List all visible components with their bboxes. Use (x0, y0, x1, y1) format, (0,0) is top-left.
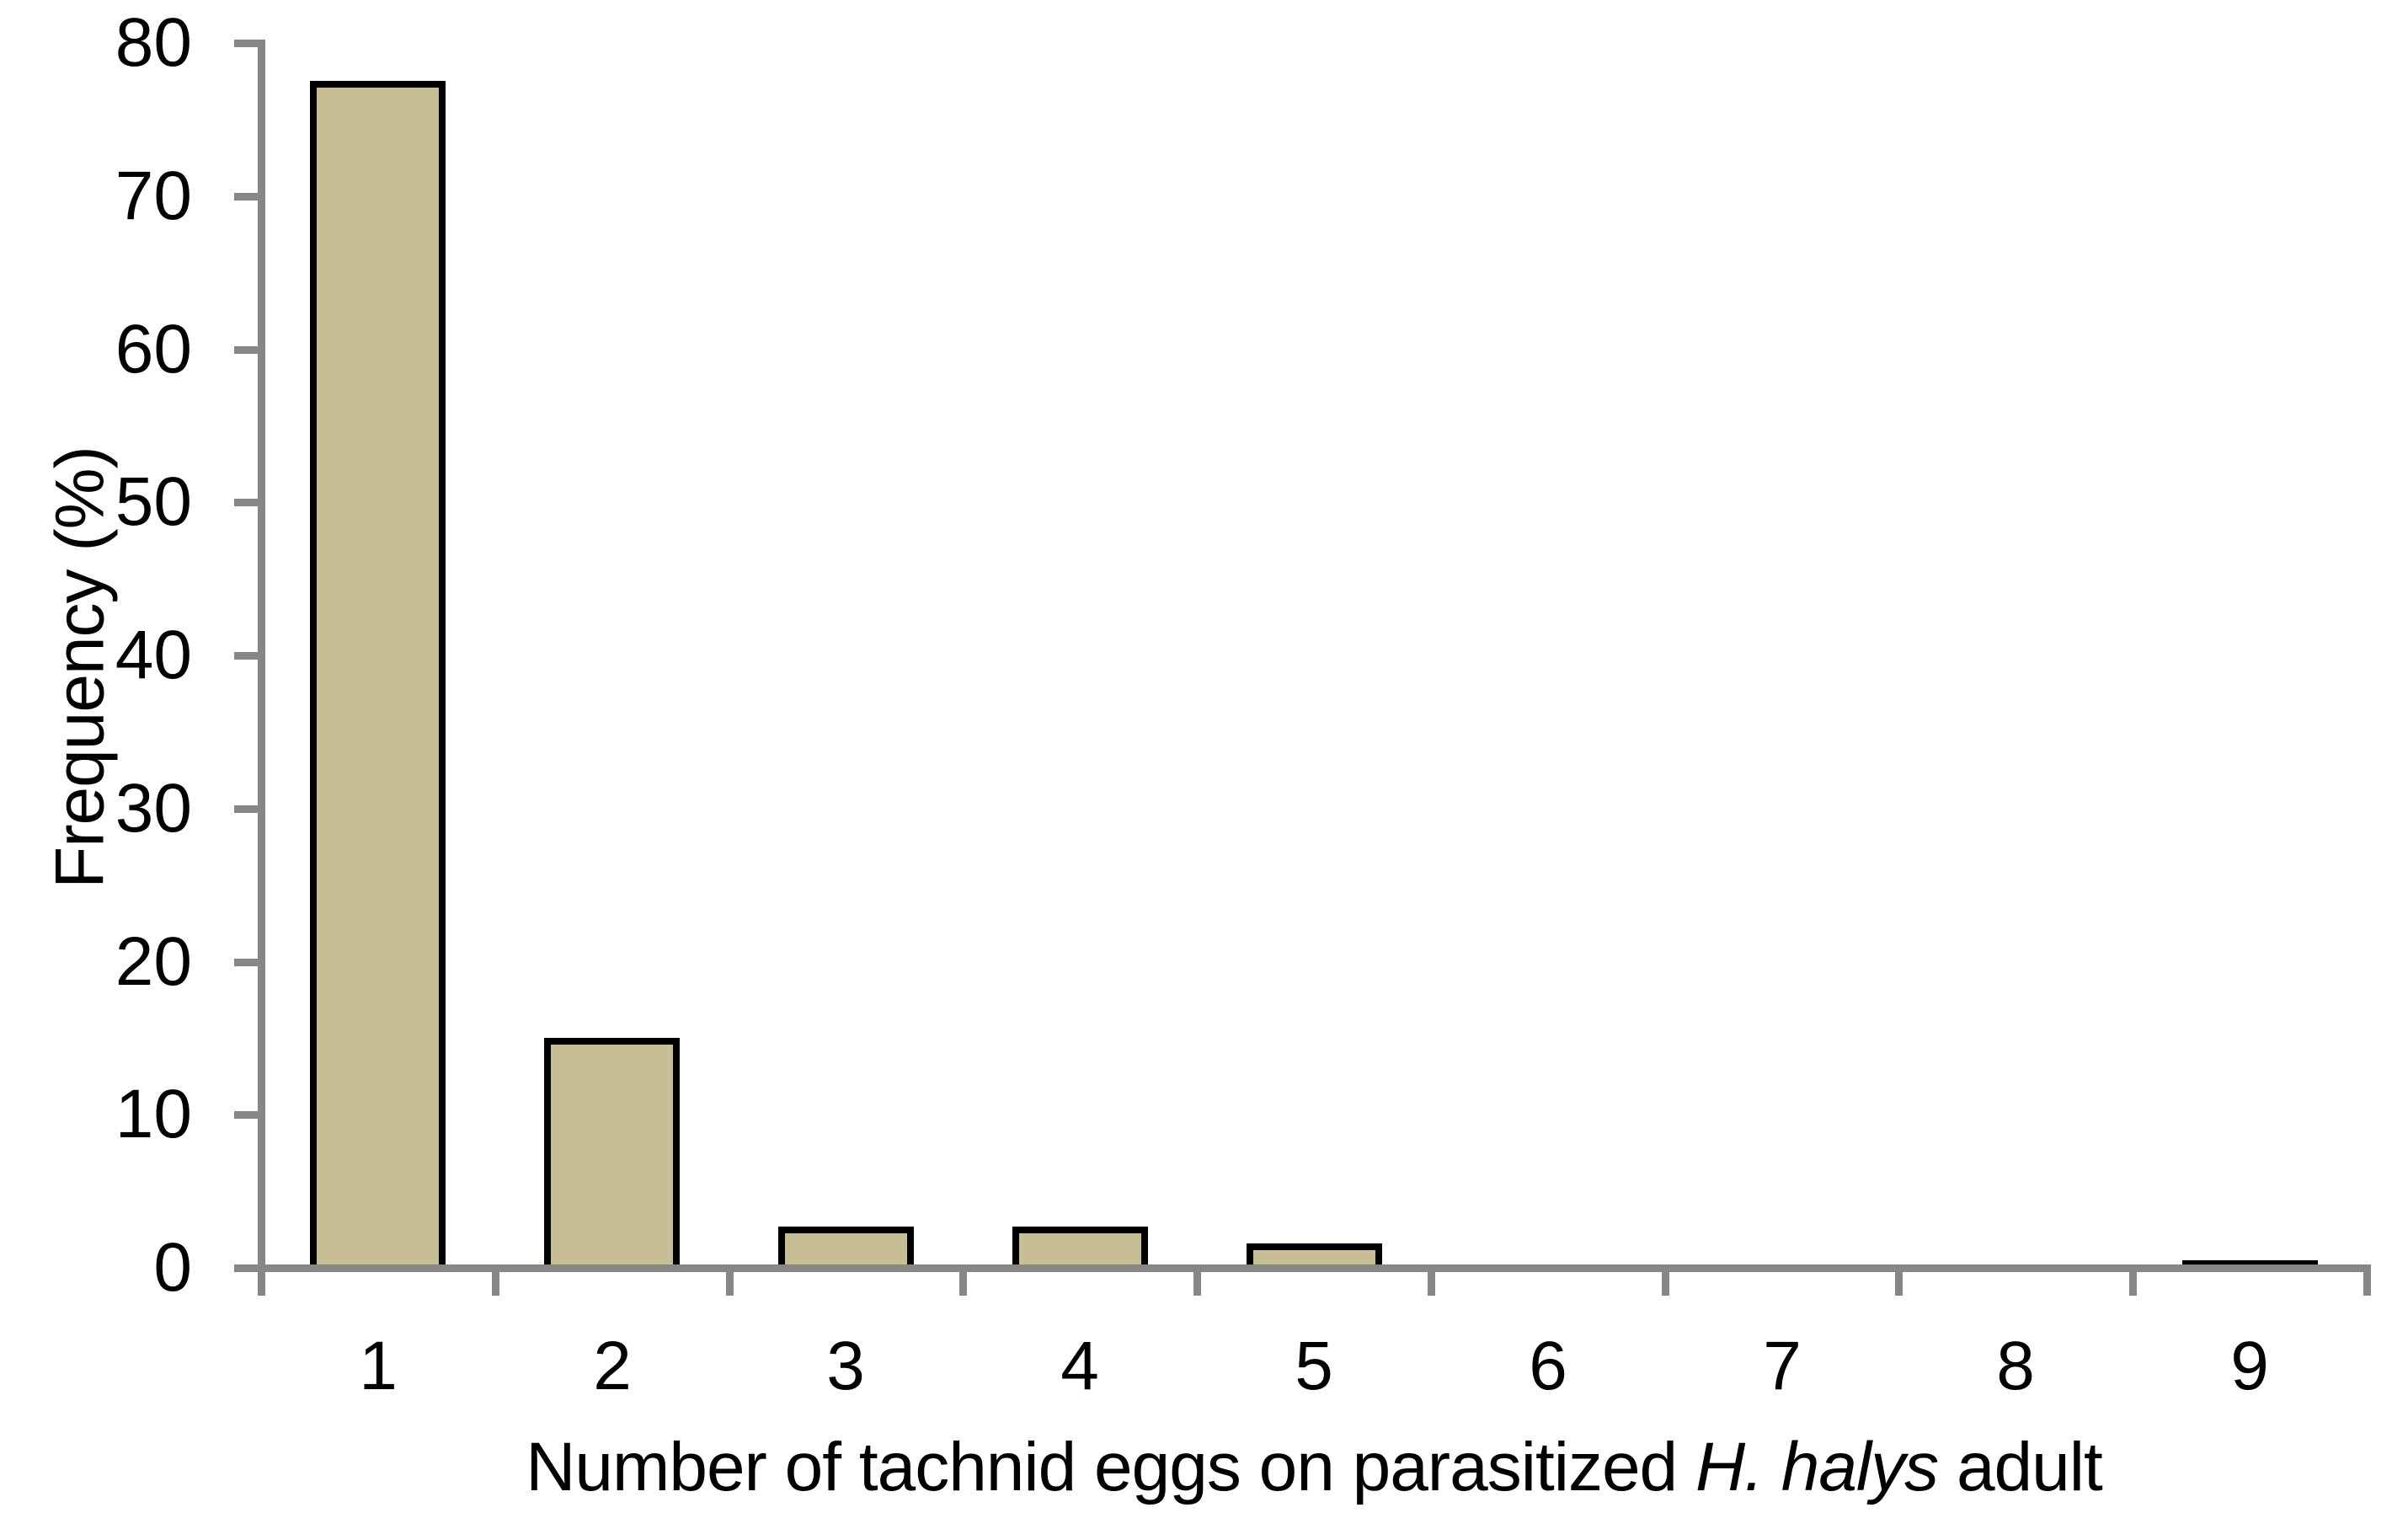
y-tick-40 (234, 652, 258, 660)
x-tick-label-1: 1 (359, 1328, 398, 1404)
y-tick-label-50: 50 (115, 463, 192, 540)
y-tick-label-30: 30 (115, 770, 192, 847)
x-tick-7 (1895, 1272, 1903, 1296)
x-tick-8 (2129, 1272, 2137, 1296)
y-tick-0 (234, 1264, 258, 1272)
x-tick-label-6: 6 (1529, 1328, 1567, 1404)
x-tick-label-3: 3 (826, 1328, 865, 1404)
y-tick-20 (234, 959, 258, 966)
bar-category-9 (2182, 1260, 2318, 1268)
x-tick-label-4: 4 (1060, 1328, 1099, 1404)
x-axis-title-prefix: Number of tachnid eggs on parasitized (526, 1429, 1695, 1505)
x-tick-5 (1428, 1272, 1435, 1296)
x-tick-2 (726, 1272, 734, 1296)
x-axis-title-suffix: adult (1938, 1429, 2103, 1505)
x-tick-label-2: 2 (593, 1328, 632, 1404)
x-axis-line (258, 1264, 2371, 1272)
bar-category-1 (310, 81, 446, 1268)
y-tick-label-0: 0 (153, 1229, 192, 1306)
y-tick-10 (234, 1111, 258, 1119)
y-tick-60 (234, 346, 258, 354)
x-tick-3 (959, 1272, 967, 1296)
y-axis-line (258, 40, 265, 1291)
y-tick-70 (234, 193, 258, 200)
bar-category-4 (1012, 1227, 1148, 1268)
x-tick-label-8: 8 (1996, 1328, 2035, 1404)
bar-category-3 (778, 1227, 914, 1268)
y-tick-80 (234, 40, 258, 47)
bar-category-2 (544, 1038, 680, 1268)
x-tick-9 (2363, 1272, 2371, 1296)
x-tick-6 (1662, 1272, 1669, 1296)
y-tick-label-10: 10 (115, 1076, 192, 1152)
x-tick-0 (258, 1272, 265, 1296)
y-tick-30 (234, 805, 258, 813)
x-tick-label-7: 7 (1763, 1328, 1802, 1404)
y-tick-label-70: 70 (115, 158, 192, 234)
x-tick-1 (492, 1272, 499, 1296)
x-axis-title-species: H. halys (1695, 1429, 1939, 1505)
x-tick-4 (1193, 1272, 1201, 1296)
y-tick-50 (234, 499, 258, 506)
bar-category-5 (1247, 1243, 1382, 1268)
x-tick-label-5: 5 (1295, 1328, 1333, 1404)
y-tick-label-60: 60 (115, 311, 192, 388)
y-tick-label-80: 80 (115, 4, 192, 81)
x-axis-title: Number of tachnid eggs on parasitized H.… (261, 1430, 2367, 1505)
y-tick-label-20: 20 (115, 923, 192, 1000)
y-tick-label-40: 40 (115, 617, 192, 693)
x-tick-label-9: 9 (2230, 1328, 2269, 1404)
